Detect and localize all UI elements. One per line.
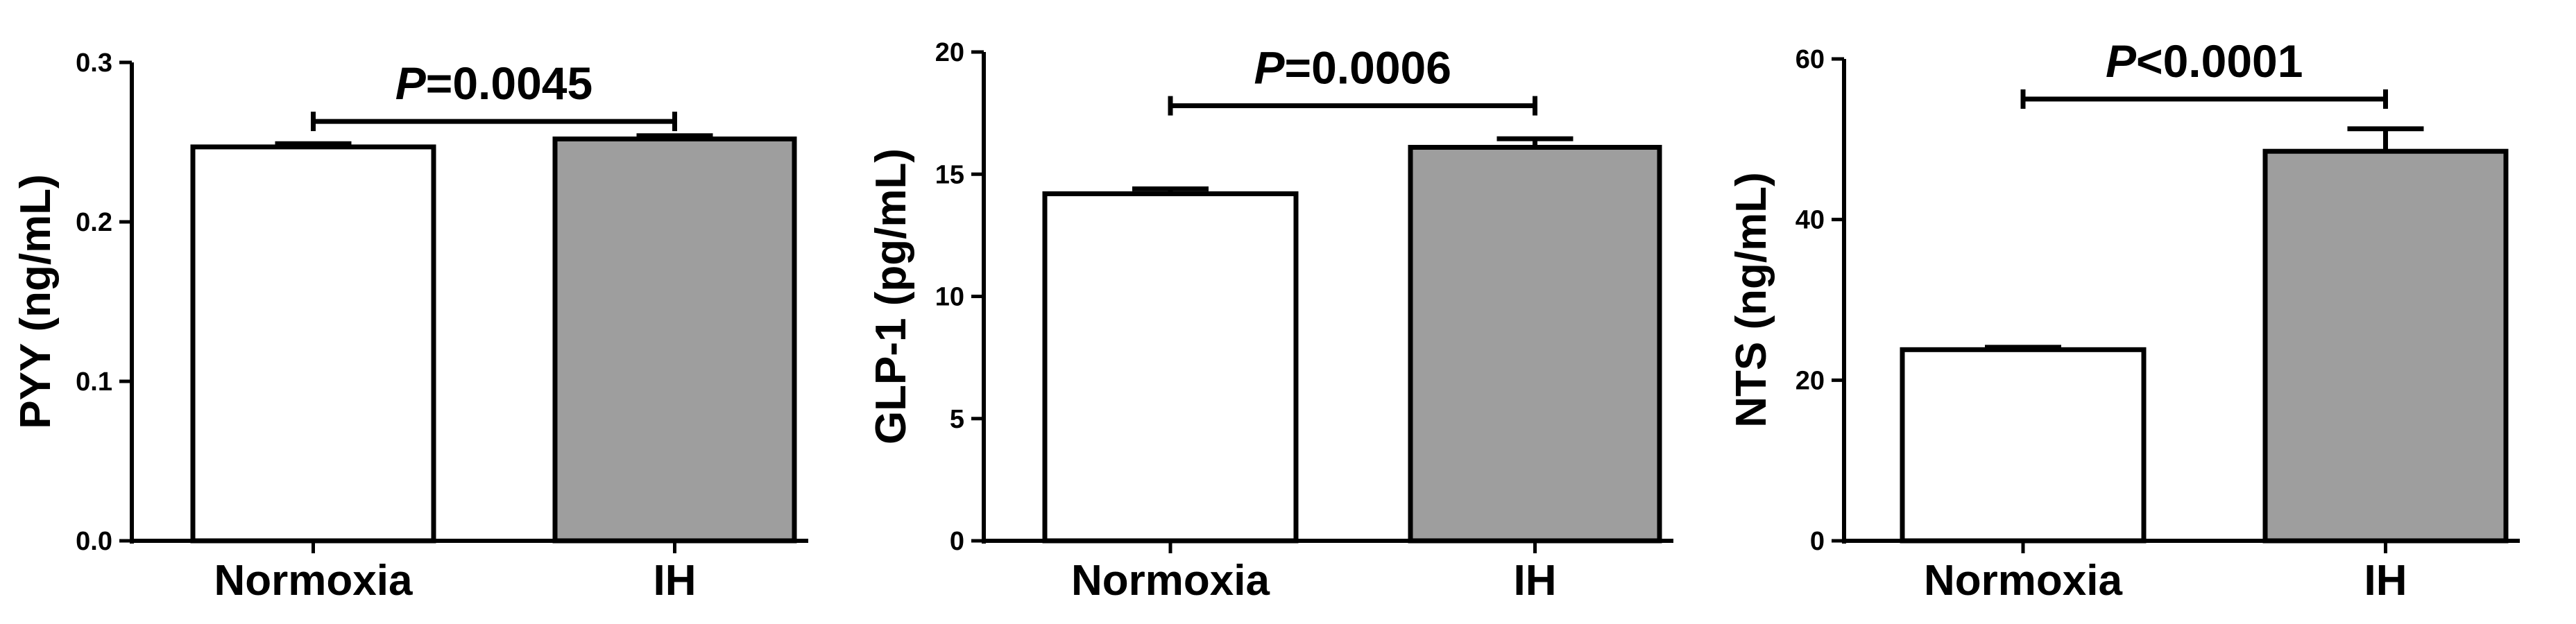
y-tick-label: 60 — [1795, 45, 1825, 74]
y-tick-label: 0 — [1810, 527, 1825, 556]
y-axis-label: GLP-1 (pg/mL) — [867, 148, 915, 444]
bar-ih — [552, 136, 797, 544]
bar-ih — [2262, 148, 2509, 544]
y-tick-label: 0.1 — [76, 367, 112, 397]
y-axis-label: NTS (ng/mL) — [1728, 172, 1775, 428]
x-tick-label: Normoxia — [214, 557, 413, 605]
bar-normoxia — [190, 144, 436, 544]
y-tick-label: 15 — [935, 160, 964, 189]
x-tick-label: IH — [654, 557, 697, 605]
x-tick-label: IH — [1514, 557, 1557, 605]
y-tick-label: 40 — [1795, 206, 1825, 235]
p-value-label: P=0.0045 — [395, 58, 592, 109]
y-tick-label: 0 — [950, 527, 964, 556]
y-tick-label: 0.0 — [76, 527, 112, 556]
p-value-label: P=0.0006 — [1254, 42, 1451, 94]
y-axis-label: PYY (ng/mL) — [12, 174, 60, 428]
p-value-label: P<0.0001 — [2106, 35, 2303, 87]
y-tick-label: 5 — [950, 405, 964, 434]
y-tick-label: 0.2 — [76, 208, 112, 237]
y-tick-label: 0.3 — [76, 49, 112, 78]
y-tick-label: 20 — [1795, 366, 1825, 395]
y-tick-label: 20 — [935, 38, 964, 67]
bar-normoxia — [1900, 347, 2147, 544]
x-tick-label: Normoxia — [1071, 557, 1270, 605]
bar-ih — [1408, 144, 1662, 544]
y-tick-label: 10 — [935, 283, 964, 312]
x-tick-label: IH — [2364, 557, 2407, 605]
x-tick-label: Normoxia — [1924, 557, 2122, 605]
bar-normoxia — [1042, 191, 1299, 544]
